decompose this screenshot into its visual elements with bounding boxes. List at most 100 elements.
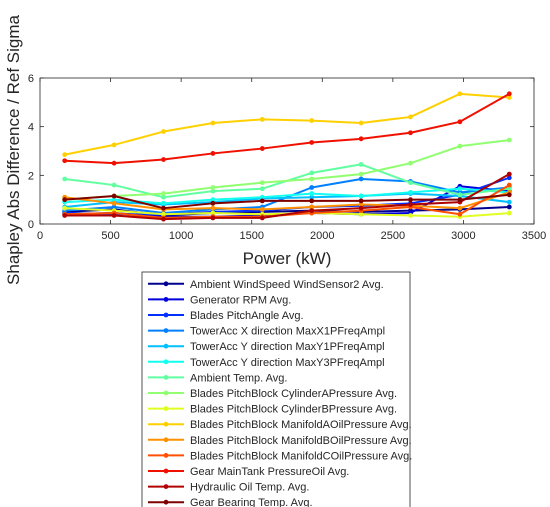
data-point [309, 194, 315, 200]
data-point [457, 143, 463, 149]
plot-frame [39, 77, 535, 225]
legend-item: Hydraulic Oil Temp. Avg. [148, 482, 309, 494]
data-point [309, 204, 315, 210]
data-point [506, 192, 512, 198]
x-tick-label: 2500 [381, 230, 405, 242]
series-14 [62, 192, 512, 211]
legend-label: Gear MainTank PressureOil Avg. [190, 466, 349, 478]
data-point [408, 213, 413, 218]
data-point [457, 197, 463, 203]
data-point [111, 142, 117, 148]
data-point [457, 119, 463, 125]
series-line [64, 139, 510, 201]
data-point [210, 215, 216, 221]
legend-marker [163, 375, 169, 380]
legend-label: Ambient WindSpeed WindSensor2 Avg. [190, 279, 384, 291]
data-point [210, 210, 216, 216]
legend-label: Blades PitchBlock ManifoldBOilPressure A… [190, 435, 412, 447]
data-point [259, 198, 265, 204]
data-point [161, 191, 166, 196]
data-point [358, 176, 364, 182]
legend-marker [163, 421, 169, 427]
legend-label: Blades PitchBlock ManifoldCOilPressure A… [190, 450, 412, 462]
data-point [457, 192, 463, 198]
legend-box [141, 271, 411, 507]
legend-label: Generator RPM Avg. [190, 294, 291, 306]
data-point [408, 180, 413, 186]
legend-label: Hydraulic Oil Temp. Avg. [190, 482, 309, 494]
legend-marker [163, 468, 169, 474]
legend-item: TowerAcc X direction MaxX1PFreqAmpl [148, 326, 385, 338]
legend-marker [163, 281, 169, 287]
legend-item: Blades PitchBlock CylinderBPressure Avg. [148, 404, 397, 416]
data-point [506, 95, 512, 100]
legend-marker [163, 359, 169, 365]
series-line [64, 192, 510, 208]
plot-area [62, 91, 512, 222]
legend-item: Blades PitchBlock ManifoldBOilPressure A… [148, 435, 412, 447]
data-point [111, 193, 117, 199]
data-point [259, 215, 265, 221]
legend-label: TowerAcc Y direction MaxY3PFreqAmpl [190, 357, 385, 369]
legend-item: Generator RPM Avg. [148, 294, 291, 306]
data-point [161, 129, 166, 134]
data-point [309, 170, 315, 176]
data-point [457, 91, 463, 97]
y-tick-label: 6 [28, 73, 34, 85]
data-point [506, 182, 512, 188]
legend-marker [163, 484, 169, 489]
data-point [408, 202, 413, 207]
data-point [259, 116, 265, 122]
data-point [111, 204, 117, 210]
data-point [358, 211, 364, 217]
x-tick-label: 1500 [239, 230, 263, 242]
legend-label: Blades PitchBlock CylinderAPressure Avg. [190, 388, 397, 400]
data-point [506, 171, 512, 177]
legend-marker [163, 437, 169, 443]
y-tick-label: 2 [28, 170, 34, 182]
legend-item: Ambient Temp. Avg. [148, 372, 287, 384]
data-point [210, 200, 216, 206]
data-point [111, 200, 117, 206]
x-axis-label: Power (kW) [243, 249, 332, 268]
data-point [408, 197, 413, 203]
data-point [408, 160, 413, 166]
data-point [210, 120, 216, 126]
data-point [161, 211, 166, 217]
series-7 [62, 137, 512, 203]
series-12 [62, 91, 512, 166]
legend-label: Ambient Temp. Avg. [190, 372, 287, 384]
data-point [358, 120, 364, 126]
data-point [358, 193, 364, 199]
y-tick-label: 4 [28, 122, 34, 134]
x-tick-label: 3500 [522, 230, 546, 242]
data-point [309, 208, 315, 214]
legend-item: Ambient WindSpeed WindSensor2 Avg. [148, 279, 384, 291]
data-point [161, 200, 166, 206]
data-point [111, 213, 117, 218]
data-point [111, 160, 117, 166]
x-tick-label: 0 [37, 230, 43, 242]
data-point [457, 205, 463, 211]
data-point [309, 176, 315, 182]
data-point [309, 191, 315, 196]
data-point [62, 213, 68, 218]
x-tick-label: 500 [101, 230, 119, 242]
series-line [64, 173, 510, 221]
data-point [358, 161, 364, 167]
legend-item: TowerAcc Y direction MaxY3PFreqAmpl [148, 357, 385, 369]
legend-item: TowerAcc Y direction MaxY1PFreqAmpl [148, 341, 385, 353]
legend-marker [163, 390, 169, 396]
legend-label: TowerAcc X direction MaxX1PFreqAmpl [190, 326, 385, 338]
legend-marker [163, 297, 169, 302]
data-point [259, 180, 265, 186]
data-point [457, 186, 463, 192]
data-point [309, 198, 315, 204]
data-point [259, 146, 265, 151]
data-point [309, 185, 315, 190]
data-point [408, 130, 413, 136]
y-tick-label: 0 [28, 219, 34, 231]
data-point [161, 216, 166, 222]
legend-item: Gear MainTank PressureOil Avg. [148, 466, 349, 478]
